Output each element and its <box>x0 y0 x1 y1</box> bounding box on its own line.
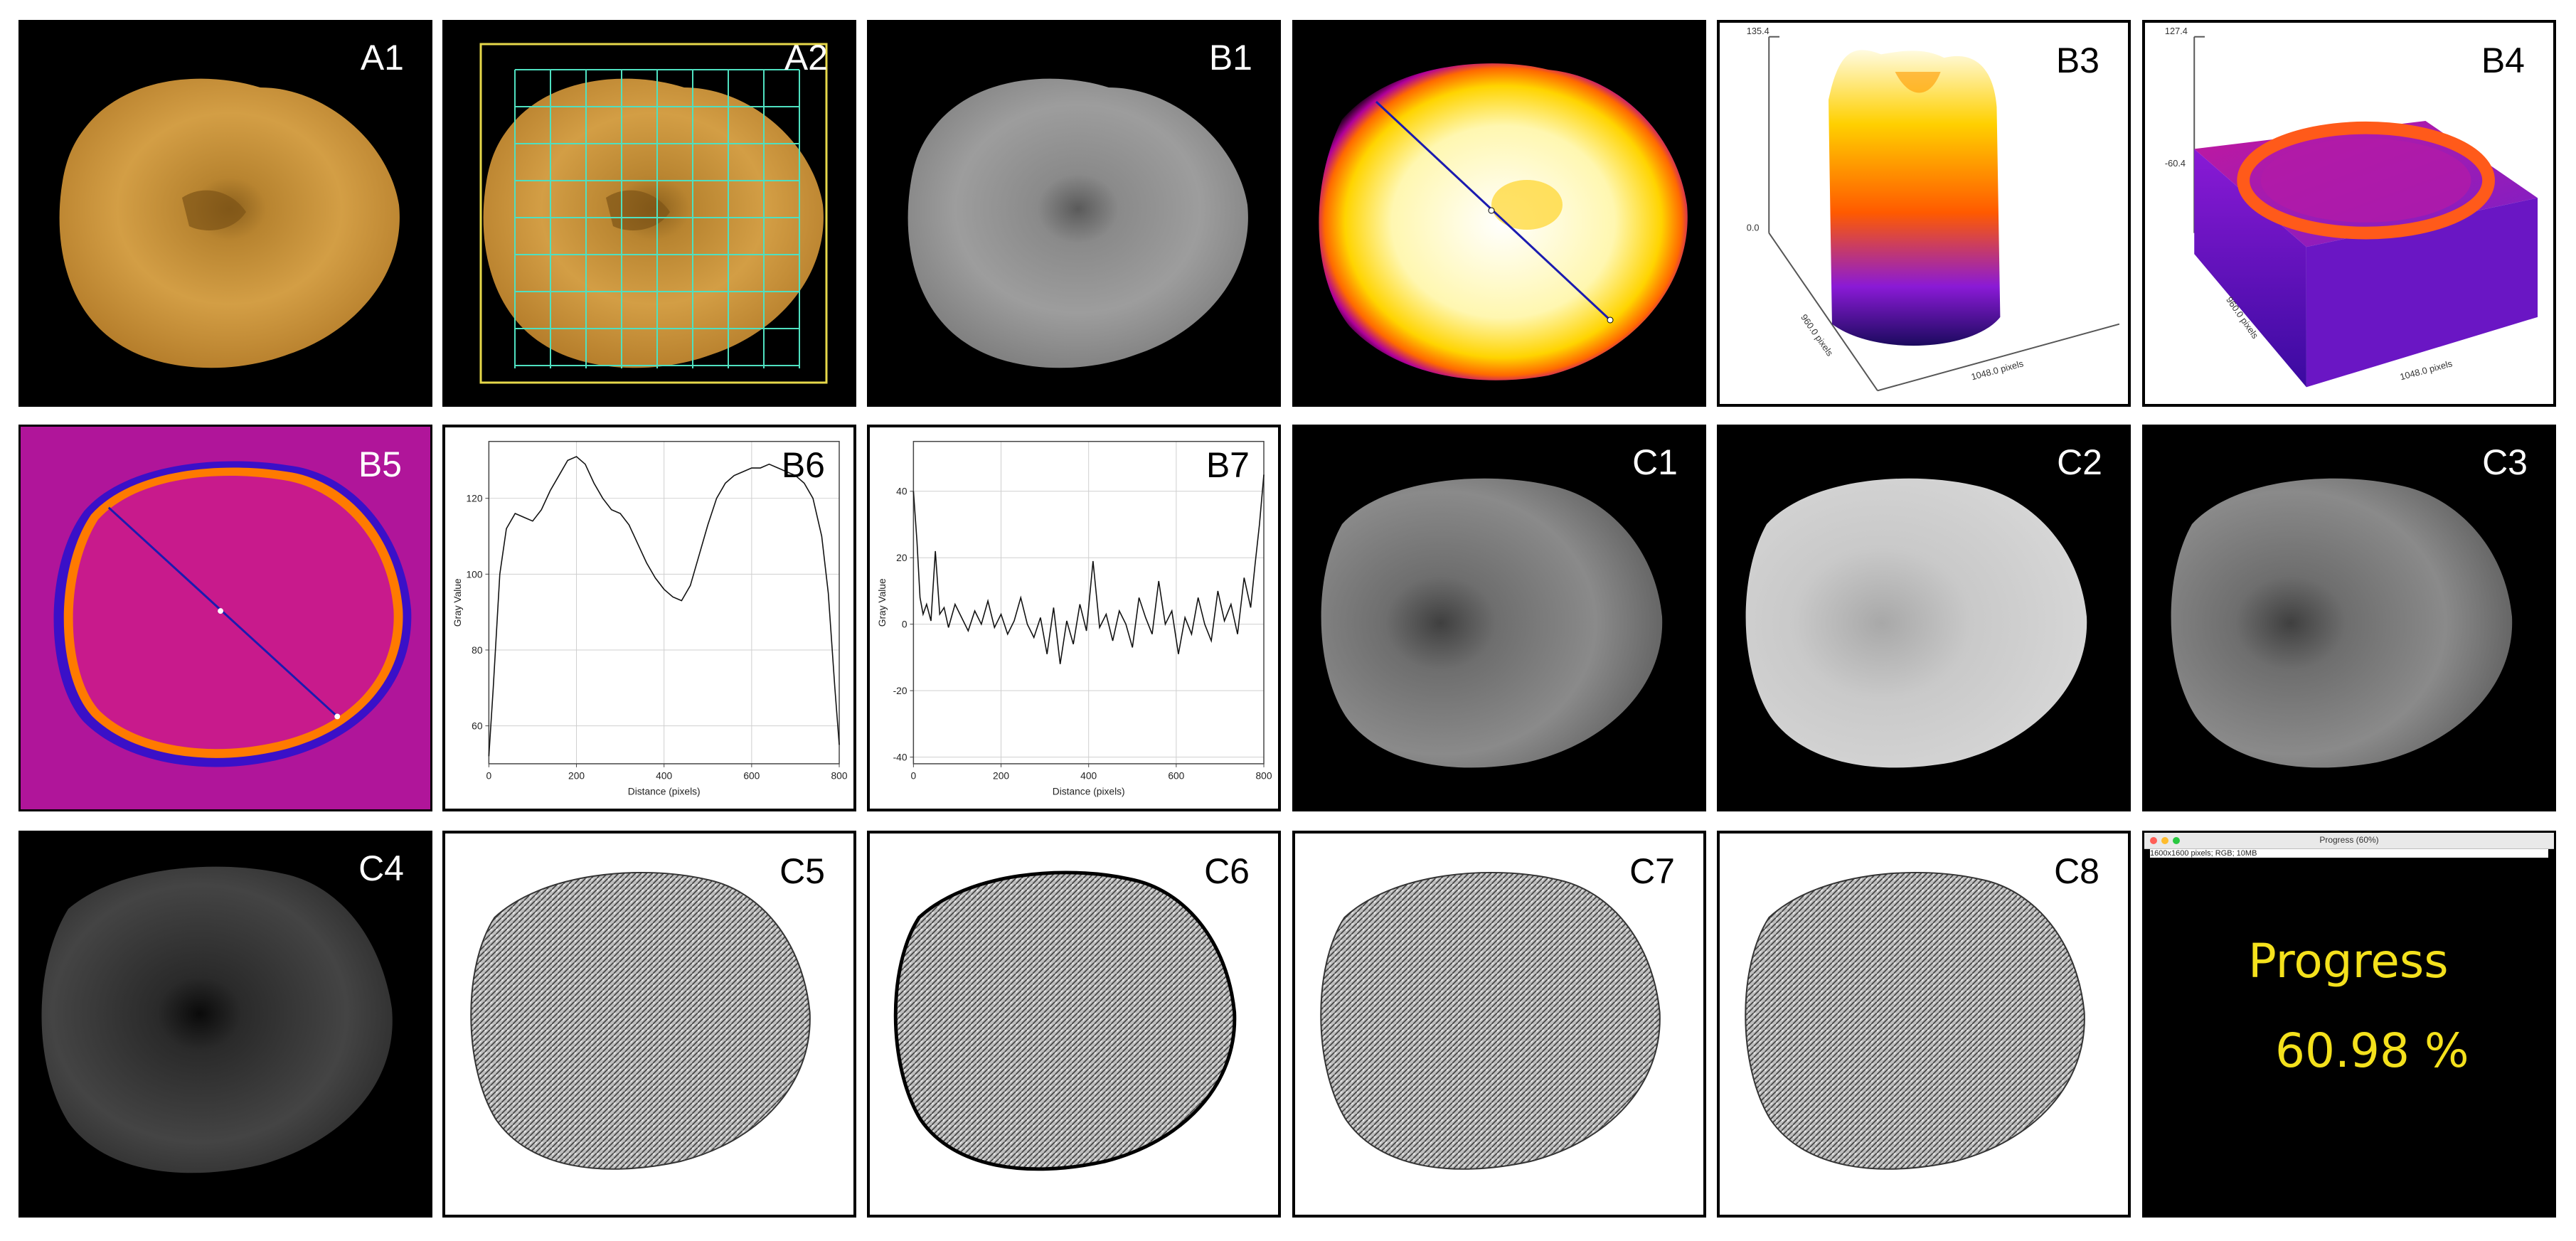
panel-c1: C1 <box>1292 425 1706 811</box>
window-close-button[interactable] <box>2150 837 2157 844</box>
x-tick-label: 600 <box>1168 771 1184 782</box>
panel-b5: B5 <box>18 425 432 811</box>
panel-label-a1: A1 <box>360 38 404 78</box>
panel-label-c8: C8 <box>2054 851 2099 891</box>
x-tick-label: 400 <box>656 771 672 782</box>
texture-relief-image-c8 <box>1745 872 2085 1170</box>
b3-zmin-label: 0.0 <box>1747 223 1760 233</box>
b4-zmin-label: -60.4 <box>2165 158 2186 169</box>
window-titlebar[interactable]: Progress (60%) <box>2144 833 2554 849</box>
b3-width-axis-label: 1048.0 pixels <box>1970 358 2025 382</box>
panel-c8: C8 <box>1717 831 2131 1218</box>
panel-b7: 0 200 400 600 800 -40 -20 0 20 40 Distance (pixels… <box>867 425 1281 811</box>
panel-label-b4: B4 <box>2481 41 2525 80</box>
profile-series-line <box>912 474 1265 664</box>
profile-series-line <box>488 456 840 757</box>
panel-label-b3: B3 <box>2055 41 2099 80</box>
panel-label-d1: D1 <box>2480 855 2526 895</box>
panel-b2: B2 <box>1292 20 1706 407</box>
panel-label-c5: C5 <box>779 851 825 891</box>
x-tick-label: 200 <box>993 771 1009 782</box>
y-tick-label: -20 <box>893 686 908 696</box>
filtered-grayscale-image-c2 <box>1745 478 2087 768</box>
x-axis-label: Distance (pixels) <box>1053 786 1125 797</box>
window-zoom-button[interactable] <box>2173 837 2180 844</box>
panel-a1: A1 <box>18 20 432 407</box>
texture-relief-image-c6 <box>893 870 1237 1171</box>
x-tick-label: 600 <box>743 771 760 782</box>
b4-width-axis-label: 1048.0 pixels <box>2399 358 2454 382</box>
panel-c5: C5 <box>442 831 856 1218</box>
y-tick-label: 100 <box>467 569 483 580</box>
x-tick-label: 0 <box>486 771 492 782</box>
y-tick-label: 60 <box>472 721 483 732</box>
y-tick-label: -40 <box>893 752 908 763</box>
window-title: Progress (60%) <box>2319 835 2379 845</box>
panel-label-b2: B2 <box>1634 38 1678 78</box>
heatmap-fire-lut-image <box>1319 63 1688 380</box>
panel-label-c4: C4 <box>358 848 404 888</box>
panel-label-a2: A2 <box>784 38 828 78</box>
texture-relief-image-c5 <box>470 872 811 1170</box>
panel-c2: C2 <box>1717 425 2131 811</box>
panel-c3: C3 <box>2142 425 2556 811</box>
panel-label-b6: B6 <box>781 445 825 485</box>
potato-slice-color-image <box>59 78 400 368</box>
filtered-grayscale-image-c1 <box>1321 478 1663 768</box>
y-tick-label: 40 <box>896 486 908 497</box>
panel-b1: B1 <box>867 20 1281 407</box>
surface-plot-b3: 135.4 0.0 960.0 pixels 1048.0 pixels <box>1747 26 2120 392</box>
x-tick-label: 800 <box>1256 771 1272 782</box>
panel-label-b1: B1 <box>1208 38 1252 78</box>
panel-c7: C7 <box>1292 831 1706 1218</box>
panel-label-b7: B7 <box>1205 445 1250 485</box>
panel-b6: 0 200 400 600 800 60 80 100 120 Distance (pixels)… <box>442 425 856 811</box>
panel-b4: 127.4 -60.4 960.0 pixels 1048.0 pixels B… <box>2142 20 2556 407</box>
progress-heading: Progress <box>2248 934 2449 989</box>
surface-plot-b4: 127.4 -60.4 960.0 pixels 1048.0 pixels <box>2165 26 2538 388</box>
x-tick-label: 200 <box>568 771 585 782</box>
panel-label-c7: C7 <box>1629 851 1675 891</box>
image-info-bar: 1600x1600 pixels; RGB; 10MB <box>2150 849 2548 858</box>
panel-label-b5: B5 <box>358 444 402 484</box>
panel-b3: 135.4 0.0 960.0 pixels 1048.0 pixels B3 <box>1717 20 2131 407</box>
panel-label-c2: C2 <box>2057 442 2102 482</box>
potato-slice-grid-overlay-image <box>479 43 828 384</box>
panel-a2: A2 <box>442 20 856 407</box>
x-axis-label: Distance (pixels) <box>628 786 701 797</box>
y-tick-label: 0 <box>902 619 908 630</box>
progress-value: 60.98 % <box>2275 1023 2469 1078</box>
y-axis-label: Gray Value <box>877 578 888 627</box>
panel-c6: C6 <box>867 831 1281 1218</box>
filtered-grayscale-image-c3 <box>2171 478 2513 768</box>
y-tick-label: 20 <box>896 553 908 563</box>
window-minimize-button[interactable] <box>2161 837 2168 844</box>
edge-difference-heatmap-image <box>53 461 412 767</box>
panel-d1-progress-window: Progress (60%) 1600x1600 pixels; RGB; 10… <box>2142 831 2556 1218</box>
profile-chart-b7: 0 200 400 600 800 -40 -20 0 20 40 Distance (pixels… <box>877 440 1272 797</box>
y-tick-label: 120 <box>467 494 483 504</box>
texture-relief-image-c7 <box>1320 872 1661 1170</box>
b3-zmax-label: 135.4 <box>1747 26 1769 36</box>
panel-label-c3: C3 <box>2482 442 2528 482</box>
profile-chart-b6: 0 200 400 600 800 60 80 100 120 Distance (pixels)… <box>452 440 848 797</box>
x-tick-label: 800 <box>831 771 848 782</box>
panel-c4: C4 <box>18 831 432 1218</box>
panel-label-c1: C1 <box>1632 442 1678 482</box>
y-axis-label: Gray Value <box>452 578 463 627</box>
potato-slice-grayscale-image <box>908 78 1248 368</box>
panel-label-c6: C6 <box>1204 851 1250 891</box>
y-tick-label: 80 <box>472 645 483 656</box>
b4-zmax-label: 127.4 <box>2165 26 2188 36</box>
b3-depth-axis-label: 960.0 pixels <box>1799 312 1835 358</box>
x-tick-label: 400 <box>1080 771 1097 782</box>
x-tick-label: 0 <box>911 771 917 782</box>
dark-grayscale-image-c4 <box>41 866 393 1173</box>
